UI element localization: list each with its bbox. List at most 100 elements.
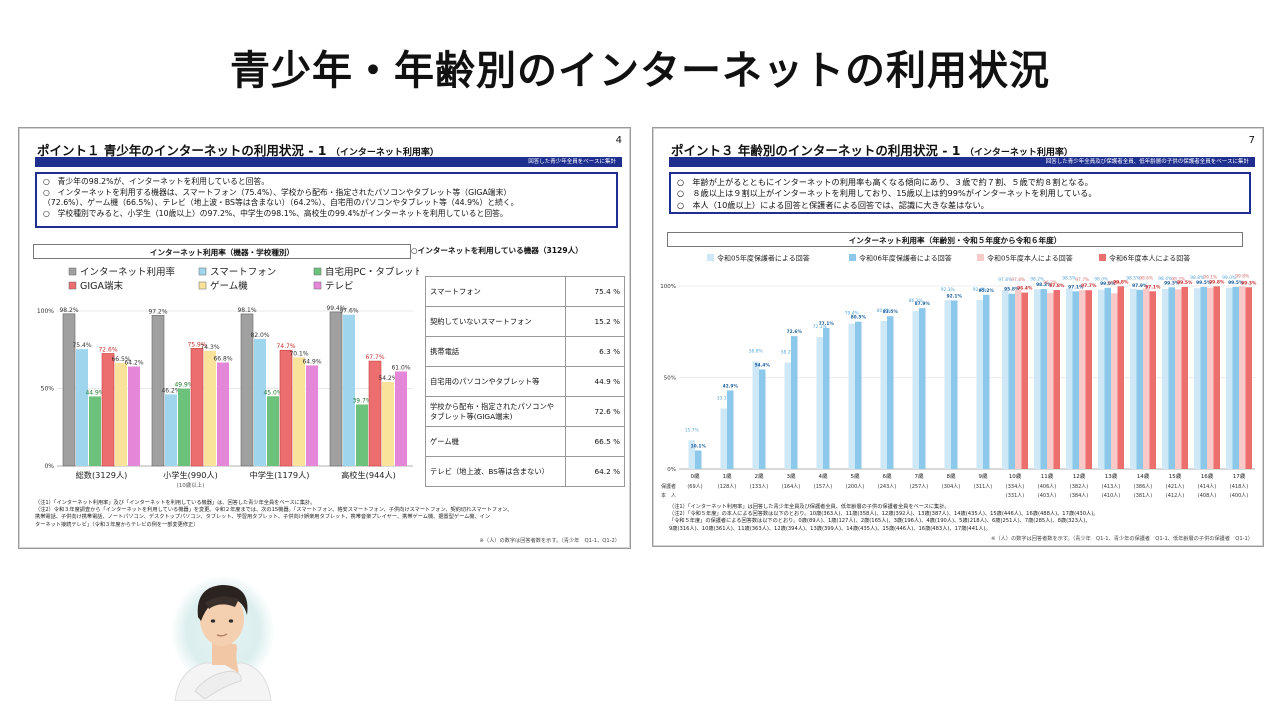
data-label: 98.5% — [1126, 276, 1140, 282]
left-summary-line: （72.6%）、ゲーム機（66.5%）、テレビ（地上波・BS等は含まない）（64… — [43, 198, 519, 208]
data-label: 61.0% — [391, 364, 410, 371]
data-label: 66.8% — [213, 355, 232, 362]
left-base-band: 回答した青少年全員をベースに集計 — [35, 157, 622, 167]
bar — [1047, 292, 1054, 469]
bar — [217, 362, 229, 466]
bar — [727, 390, 734, 469]
bar — [254, 338, 266, 466]
data-label: 64.2% — [124, 359, 143, 366]
bar — [1245, 287, 1252, 469]
legend-swatch — [849, 254, 856, 261]
bar — [279, 349, 293, 467]
bar — [267, 396, 279, 466]
legend-swatch — [1099, 254, 1106, 261]
data-label: 64.9% — [302, 358, 321, 365]
age-bar-chart: 令和05年度保護者による回答 令和06年度保護者による回答 令和05年度本人による回… — [660, 254, 1257, 500]
right-note-line: （注1）「インターネット利用率」は回答した青少年全員及び保護者全員、低年齢層の子… — [669, 504, 950, 510]
data-label: 98.8% — [1190, 275, 1204, 281]
bar — [165, 394, 177, 466]
data-label: 58.8% — [749, 348, 763, 354]
bar — [720, 408, 727, 469]
data-label: 33.1% — [717, 395, 731, 401]
bar — [1168, 287, 1175, 469]
data-label: 98.1% — [237, 307, 256, 314]
data-label: 99.3% — [1164, 280, 1180, 286]
right-summary-line: ○ 年齢が上がるとともにインターネットの利用率も高くなる傾向にあり、３歳で約７割… — [677, 177, 1093, 187]
self-count: (381人) — [1134, 493, 1152, 499]
bar — [1162, 288, 1169, 469]
bar — [1117, 286, 1124, 469]
category-note: (10歳以上) — [177, 481, 205, 489]
bar — [1143, 288, 1150, 469]
data-label: 98.2% — [59, 307, 78, 314]
parent-count: (304人) — [942, 484, 960, 490]
bar — [1226, 287, 1233, 469]
data-label: 87.9% — [915, 301, 931, 307]
legend-label: 令和05年度保護者による回答 — [717, 254, 810, 263]
left-chart-title: インターネット利用率（機器・学校種別） — [33, 244, 411, 259]
category-label: 5歳 — [851, 472, 860, 480]
data-label: 98.4% — [1158, 276, 1172, 282]
right-summary-line: ○ 本人（10歳以上）による回答と保護者による回答では、認識に大きな差はない。 — [677, 199, 989, 210]
age-slide: ポイント３ 年齢別のインターネットの利用状況 - 1 （インターネット利用率） … — [652, 127, 1264, 547]
data-label: 97.7% — [1081, 283, 1097, 289]
self-count: (400人) — [1230, 493, 1248, 499]
bar — [976, 299, 983, 469]
parent-count: (382人) — [1070, 484, 1088, 490]
bar — [1200, 286, 1207, 469]
bar — [784, 362, 791, 469]
category-label: 15歳 — [1169, 472, 1182, 480]
parent-count: (243人) — [878, 484, 896, 490]
bar — [306, 365, 318, 466]
bar — [178, 388, 190, 466]
data-label: 92.3% — [941, 287, 955, 293]
bar — [204, 350, 216, 466]
bar — [855, 321, 862, 469]
device-label: 携帯電話 — [425, 336, 566, 367]
data-label: 80.9% — [877, 308, 891, 314]
device-value: 75.4 % — [565, 276, 625, 307]
left-panel-title: ポイント１ 青少年のインターネットの利用状況 - 1 （インターネット利用率） — [37, 140, 439, 159]
bar — [151, 315, 165, 467]
data-label: 67.7% — [365, 354, 384, 361]
parent-count: (69人) — [687, 484, 702, 490]
data-label: 97.7% — [1075, 277, 1089, 283]
data-label: 45.0% — [263, 389, 282, 396]
data-label: 97.9% — [1132, 283, 1148, 289]
bar — [89, 396, 101, 466]
right-summary-line: ○ ８歳以上は９割以上がインターネットを利用しており、15歳以上は約99%がイン… — [677, 188, 1097, 199]
data-label: 75.9% — [187, 341, 206, 348]
y-tick-label: 100% — [660, 284, 676, 290]
device-row: 学校から配布・指定されたパソコンやタブレット等(GIGA端末) 72.6 % — [425, 396, 625, 427]
left-source: ※（人）の数字は回答者数を示す。（青少年 Q1-1、Q1-2） — [479, 538, 620, 544]
bar — [1079, 290, 1086, 469]
device-row: 契約していないスマートフォン 15.2 % — [425, 306, 625, 337]
right-heading-small: （インターネット利用率） — [964, 148, 1073, 158]
bar — [190, 348, 204, 467]
bar — [1008, 293, 1015, 469]
legend-label: GIGA端末 — [80, 280, 124, 292]
data-label: 66.5% — [111, 356, 130, 363]
data-label: 82.0% — [250, 332, 269, 339]
left-note-line: 携帯電話、子供向け携帯電話、ノートパソコン、デスクトップパソコン、タブレット、学… — [35, 514, 491, 521]
bar — [1175, 289, 1182, 469]
left-note-line: （注1）「インターネット利用率」及び「インターネットを利用している機器」は、回答… — [35, 500, 316, 506]
category-label: 10歳 — [1009, 472, 1022, 480]
legend-swatch — [198, 281, 207, 290]
bar — [1072, 291, 1079, 469]
data-label: 72.6% — [98, 346, 117, 353]
bar — [329, 311, 343, 467]
device-row: スマートフォン 75.4 % — [425, 276, 625, 307]
data-label: 98.3% — [1036, 282, 1052, 288]
legend-label: テレビ — [325, 281, 354, 292]
parent-count: (386人) — [1134, 484, 1152, 490]
bar — [62, 313, 76, 467]
data-label: 98.0% — [1094, 277, 1108, 283]
data-label: 54.2% — [378, 375, 397, 382]
data-label: 99.5% — [1228, 280, 1244, 286]
device-row: テレビ（地上波、BS等は含まない） 64.2 % — [425, 456, 625, 487]
bar — [1207, 287, 1214, 469]
bar — [983, 294, 990, 469]
parent-count: (133人) — [750, 484, 768, 490]
data-label: 72.1% — [813, 324, 827, 330]
